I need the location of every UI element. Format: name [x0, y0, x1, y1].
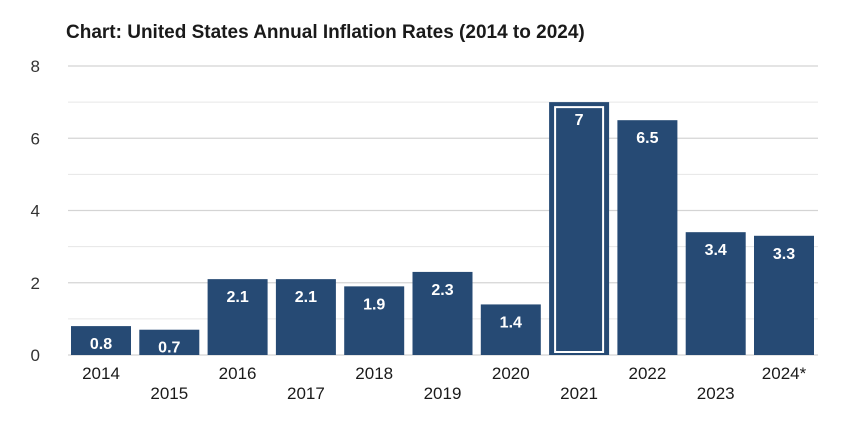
data-label-2019: 2.3 [431, 282, 453, 299]
data-label-2018: 1.9 [363, 296, 385, 313]
x-tick-label-2024*: 2024* [762, 364, 807, 383]
x-tick-label-2022: 2022 [628, 364, 666, 383]
bar-2021 [549, 102, 610, 355]
data-label-2015: 0.7 [158, 340, 180, 357]
bar-2024* [754, 235, 814, 355]
x-tick-label-2014: 2014 [82, 364, 120, 383]
y-axis-ticks: 0 2 4 6 8 [31, 57, 40, 365]
x-tick-label-2017: 2017 [287, 384, 325, 403]
bar-2020 [480, 304, 541, 355]
y-tick-label: 2 [31, 274, 40, 293]
data-label-2021: 7 [575, 112, 584, 129]
bar-2019 [412, 271, 473, 355]
bar-2014 [71, 326, 131, 355]
bar-2016 [207, 279, 268, 355]
bar-2023 [685, 232, 746, 355]
bar-2018 [344, 286, 405, 355]
x-tick-label-2020: 2020 [492, 364, 530, 383]
x-tick-label-2023: 2023 [697, 384, 735, 403]
chart-title: Chart: United States Annual Inflation Ra… [66, 22, 585, 43]
bars [71, 102, 814, 355]
bar-2022 [617, 120, 678, 355]
data-label-2014: 0.8 [90, 336, 112, 353]
data-label-2023: 3.4 [705, 242, 727, 259]
y-tick-label: 4 [31, 202, 40, 221]
x-tick-label-2021: 2021 [560, 384, 598, 403]
data-label-2016: 2.1 [226, 289, 248, 306]
data-label-2020: 1.4 [500, 314, 522, 331]
x-axis-ticks: 2014 2015 2016 2017 2018 2019 2020 2021 2022 2023… [82, 364, 807, 403]
highlight-outline [554, 106, 605, 353]
x-tick-label-2016: 2016 [219, 364, 257, 383]
bar-2017 [275, 279, 336, 355]
x-tick-label-2015: 2015 [150, 384, 188, 403]
data-label-2017: 2.1 [295, 289, 317, 306]
x-tick-label-2018: 2018 [355, 364, 393, 383]
bar-2015 [139, 329, 200, 355]
data-label-2024*: 3.3 [773, 246, 795, 263]
y-tick-label: 0 [31, 346, 40, 365]
x-tick-label-2019: 2019 [424, 384, 462, 403]
data-label-2022: 6.5 [636, 130, 658, 147]
data-labels: 0.8 0.7 2.1 2.1 1.9 2.3 1.4 7 6.5 3.4 3.3 [90, 112, 795, 357]
y-tick-label: 6 [31, 129, 40, 148]
y-tick-label: 8 [31, 57, 40, 76]
